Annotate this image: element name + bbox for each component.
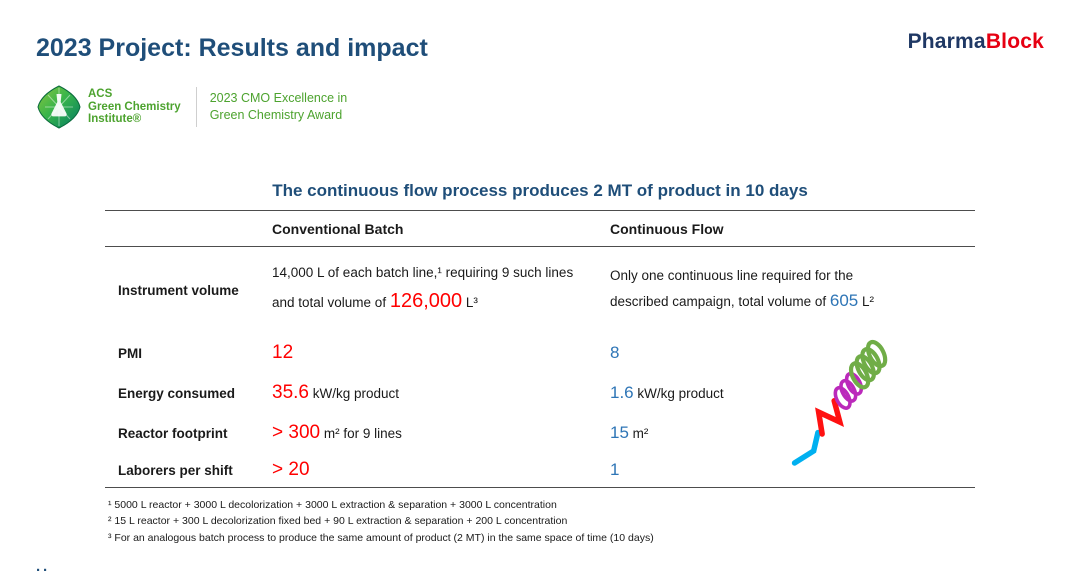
batch-cell: 12 [272,337,610,368]
acs-org-line1: ACS [88,87,113,100]
column-header-conventional-batch: Conventional Batch [272,220,404,237]
batch-text-post: kW/kg product [308,386,400,402]
footer-dots: ·· [36,562,50,579]
flow-text-post: kW/kg product [633,385,724,401]
continuous-flow-coil-reactor-icon [762,330,912,480]
flow-value: 8 [610,342,620,362]
table-row-reactor-footprint: Reactor footprint > 300 m² for 9 lines 1… [105,413,975,453]
flow-cell: 1 [610,456,975,484]
flow-value: 605 [829,291,859,311]
award-banner: ACS Green Chemistry Institute® 2023 CMO … [36,84,347,130]
footnote-1: ¹ 5000 L reactor + 3000 L decolorization… [108,499,557,511]
batch-text-post: m² for 9 lines [320,426,402,442]
award-title-line2: Green Chemistry Award [209,108,343,122]
brand-block-text: Block [985,30,1044,53]
page-title: 2023 Project: Results and impact [36,34,428,62]
batch-cell: > 20 [272,454,610,485]
row-label: Energy consumed [118,385,236,401]
acs-green-chemistry-institute-logo-icon [36,84,82,130]
table-row-pmi: PMI 12 8 [105,333,975,373]
award-title: 2023 CMO Excellence in Green Chemistry A… [210,90,348,124]
flow-cell: 8 [610,339,975,367]
batch-value: > 300 [272,422,321,444]
table-row-energy-consumed: Energy consumed 35.6 kW/kg product 1.6 k… [105,373,975,413]
acs-org-line2: Green Chemistry [88,100,181,113]
footnote-3: ³ For an analogous batch process to prod… [108,531,654,544]
batch-cell: 35.6 kW/kg product [272,377,610,408]
batch-value: 12 [272,342,294,364]
comparison-table: Conventional Batch Continuous Flow Instr… [105,210,975,488]
batch-cell: 14,000 L of each batch line,¹ requiring … [272,262,610,317]
flow-cell: 15 m² [610,419,975,447]
flow-value: 1 [610,459,620,479]
column-header-continuous-flow: Continuous Flow [610,220,724,237]
table-row-instrument-volume: Instrument volume 14,000 L of each batch… [105,247,975,333]
table-row-laborers-per-shift: Laborers per shift > 20 1 [105,453,975,487]
footnotes: ¹ 5000 L reactor + 3000 L decolorization… [108,497,654,546]
flow-text-pre: Only one continuous line required for th… [610,267,854,310]
flow-text-post: L² [858,294,875,310]
batch-cell: > 300 m² for 9 lines [272,417,610,448]
pharmablock-logo: PharmaBlock [908,30,1044,54]
batch-value: 126,000 [389,289,463,312]
award-title-line1: 2023 CMO Excellence in [209,91,348,106]
acs-org-name: ACS Green Chemistry Institute® [88,88,181,127]
brand-pharma-text: Pharma [907,30,986,53]
footnote-2: ² 15 L reactor + 300 L decolorization fi… [108,515,568,528]
batch-value: 35.6 [272,382,309,404]
batch-text-post: L³ [462,294,478,310]
batch-text-pre: 14,000 L of each batch line,¹ requiring … [272,265,574,310]
row-label: Laborers per shift [118,462,233,478]
award-divider [195,87,197,127]
table-title: The continuous flow process produces 2 M… [272,181,808,200]
flow-value: 1.6 [610,382,634,402]
acs-org-line3: Institute® [88,113,142,126]
flow-cell: Only one continuous line required for th… [610,265,975,315]
row-label: Reactor footprint [118,425,228,441]
flow-cell: 1.6 kW/kg product [610,379,975,407]
table-header-row: Conventional Batch Continuous Flow [105,211,975,247]
flow-value: 15 [610,422,629,442]
row-label: PMI [118,345,143,361]
flow-text-post: m² [628,425,649,441]
row-label: Instrument volume [118,282,239,298]
batch-value: > 20 [272,459,310,481]
